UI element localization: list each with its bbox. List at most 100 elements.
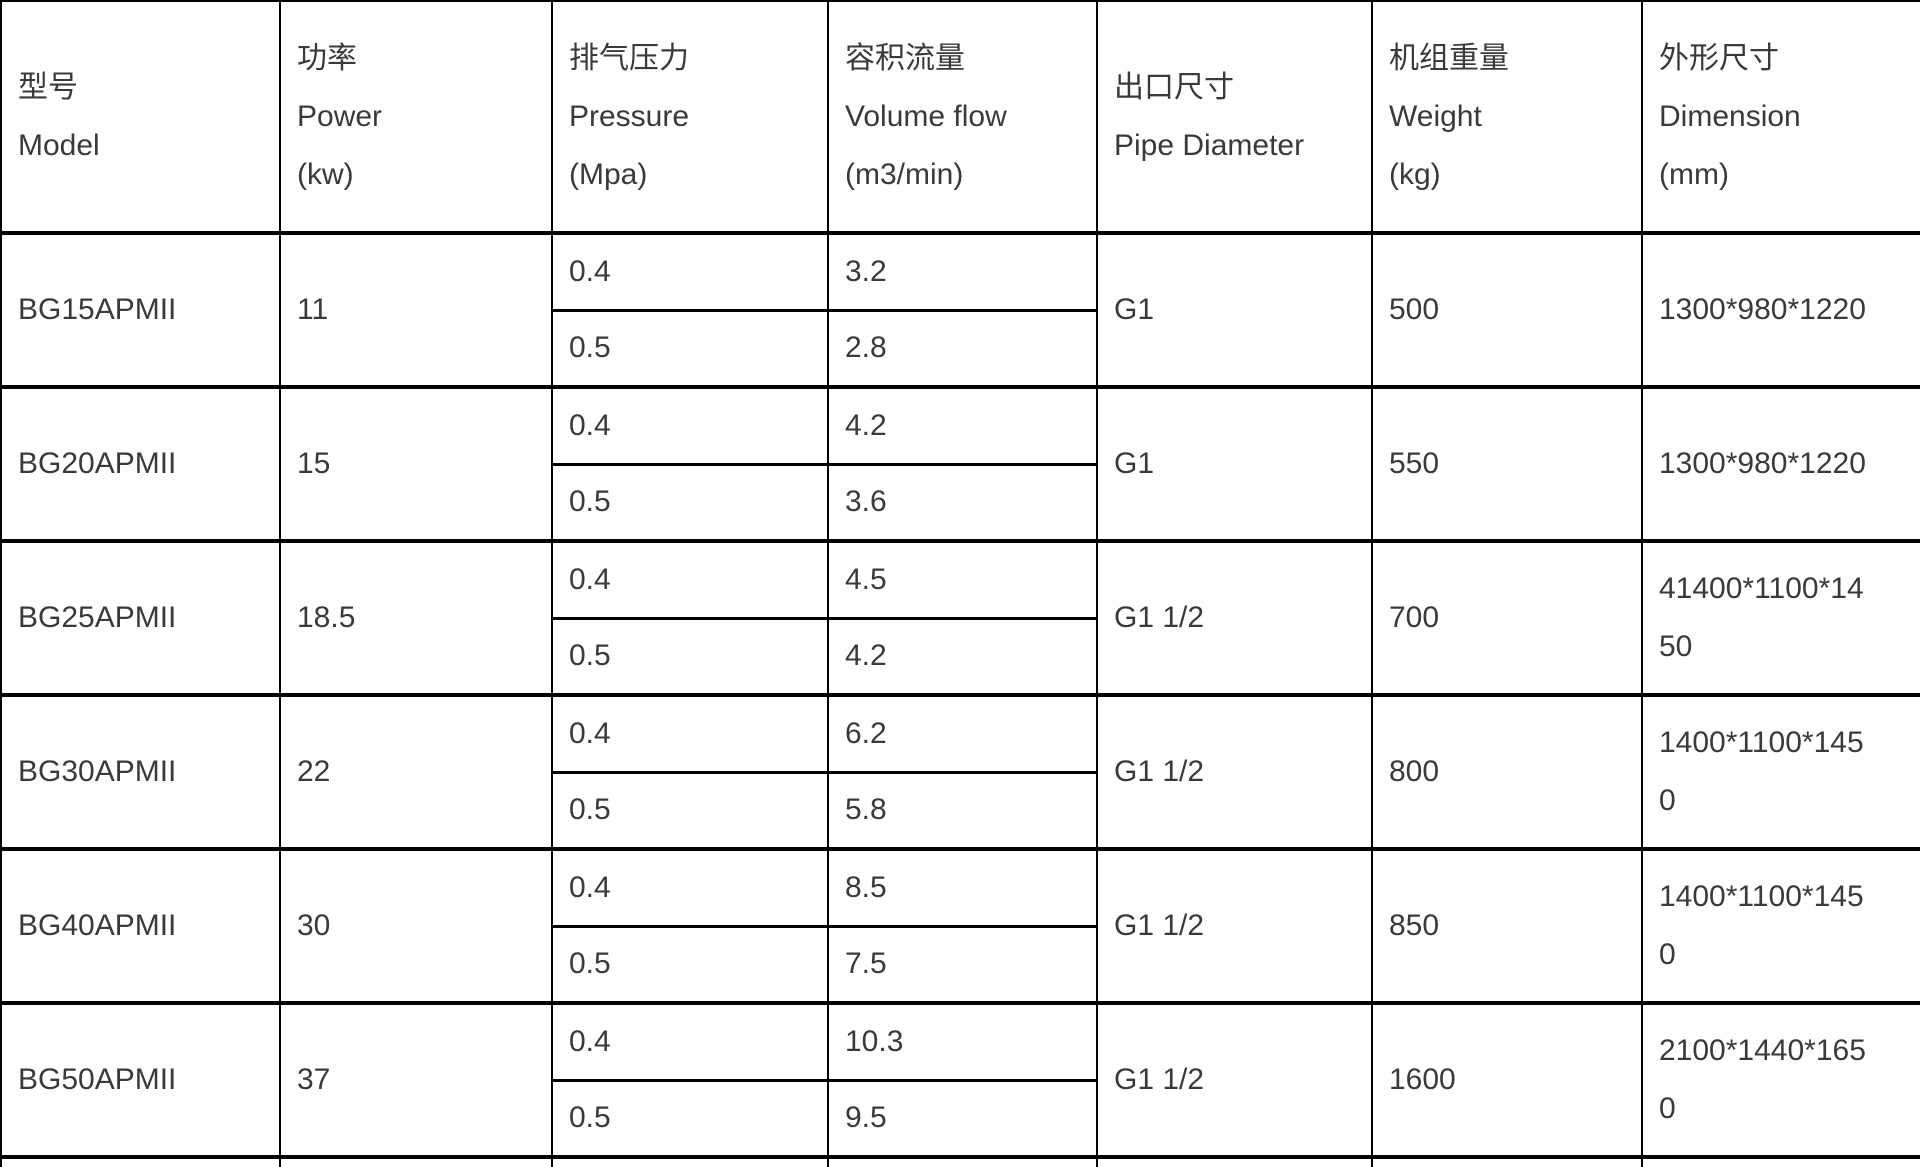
pressure-cell: 0.5 — [551, 1079, 829, 1158]
power-cell: 15 — [279, 385, 553, 542]
pipe-cell: G1 1/2 — [1096, 539, 1373, 696]
cutoff-row — [0, 1155, 1920, 1167]
table-subrow: 0.5 5.8 — [1, 771, 1920, 850]
header-volume-flow-en: Volume flow — [845, 99, 1007, 133]
header-cell-weight: 机组重量 Weight (kg) — [1371, 0, 1643, 235]
header-pressure-unit: (Mpa) — [569, 157, 648, 191]
pressure-cell: 0.4 — [551, 693, 829, 774]
table-subrow: 0.5 3.6 — [1, 463, 1920, 542]
header-power-en: Power — [297, 99, 383, 133]
cutoff-cell — [1096, 1155, 1373, 1167]
flow-cell: 3.6 — [827, 463, 1098, 542]
power-cell: 22 — [279, 693, 553, 850]
table-subrow: 0.5 2.8 — [1, 309, 1920, 388]
flow-cell: 5.8 — [827, 771, 1098, 850]
header-lines: 出口尺寸 Pipe Diameter — [1114, 59, 1370, 175]
model-cell: BG25APMII — [0, 539, 281, 696]
dimension-cell: 2100*1440*1650 — [1641, 1001, 1920, 1158]
header-lines: 外形尺寸 Dimension (mm) — [1659, 30, 1919, 204]
header-model-zh: 型号 — [18, 70, 78, 104]
power-cell: 18.5 — [279, 539, 553, 696]
table-row: BG15APMII 11 0.4 3.2 G1 500 1300*980*1220 — [0, 231, 1920, 388]
pipe-cell: G1 — [1096, 231, 1373, 388]
header-cell-pressure: 排气压力 Pressure (Mpa) — [551, 0, 829, 235]
cutoff-cell — [827, 1155, 1098, 1167]
table-header: 型号 Model 功率 Power (kw) 排气压力 Pressure (Mpa) 容积流量 V… — [0, 0, 1920, 235]
dimension-cell: 1300*980*1220 — [1641, 231, 1920, 388]
pressure-cell: 0.5 — [551, 771, 829, 850]
header-weight-en: Weight — [1389, 99, 1482, 133]
header-power-unit: (kw) — [297, 157, 354, 191]
weight-cell: 800 — [1371, 693, 1643, 850]
pressure-cell: 0.5 — [551, 463, 829, 542]
header-row: 型号 Model 功率 Power (kw) 排气压力 Pressure (Mpa) 容积流量 V… — [0, 0, 1920, 235]
header-cell-volume-flow: 容积流量 Volume flow (m3/min) — [827, 0, 1098, 235]
table-body: BG15APMII 11 0.4 3.2 G1 500 1300*980*1220 0.5 2.… — [0, 231, 1920, 1167]
weight-cell: 850 — [1371, 847, 1643, 1004]
pipe-cell: G1 1/2 — [1096, 1001, 1373, 1158]
table-row: BG25APMII 18.5 0.4 4.5 G1 1/2 700 41400*1100*1… — [0, 539, 1920, 696]
header-volume-flow-zh: 容积流量 — [845, 41, 965, 75]
dimension-cell: 1400*1100*1450 — [1641, 693, 1920, 850]
cutoff-cell — [551, 1155, 829, 1167]
header-weight-zh: 机组重量 — [1389, 41, 1509, 75]
header-model-en: Model — [18, 128, 100, 162]
cutoff-cell — [0, 1155, 281, 1167]
weight-cell: 700 — [1371, 539, 1643, 696]
header-lines: 排气压力 Pressure (Mpa) — [569, 30, 826, 204]
header-cell-model: 型号 Model — [0, 0, 281, 235]
cutoff-cell — [1641, 1155, 1920, 1167]
header-pipe-diameter-zh: 出口尺寸 — [1114, 70, 1234, 104]
pipe-cell: G1 1/2 — [1096, 693, 1373, 850]
pressure-cell: 0.4 — [551, 231, 829, 312]
pressure-cell: 0.4 — [551, 539, 829, 620]
power-cell: 37 — [279, 1001, 553, 1158]
flow-cell: 6.2 — [827, 693, 1098, 774]
power-cell: 30 — [279, 847, 553, 1004]
header-pipe-diameter-en: Pipe Diameter — [1114, 128, 1305, 162]
power-cell: 11 — [279, 231, 553, 388]
flow-cell: 8.5 — [827, 847, 1098, 928]
flow-cell: 9.5 — [827, 1079, 1098, 1158]
model-cell: BG15APMII — [0, 231, 281, 388]
cutoff-cell — [279, 1155, 553, 1167]
table-subrow: 0.5 7.5 — [1, 925, 1920, 1004]
table-row: BG50APMII 37 0.4 10.3 G1 1/2 1600 2100*1440*16… — [0, 1001, 1920, 1158]
header-lines: 机组重量 Weight (kg) — [1389, 30, 1640, 204]
model-cell: BG30APMII — [0, 693, 281, 850]
flow-cell: 7.5 — [827, 925, 1098, 1004]
pipe-cell: G1 — [1096, 385, 1373, 542]
weight-cell: 500 — [1371, 231, 1643, 388]
table-subrow: 0.5 4.2 — [1, 617, 1920, 696]
table-row: BG40APMII 30 0.4 8.5 G1 1/2 850 1400*1100*1450 — [0, 847, 1920, 1004]
weight-cell: 1600 — [1371, 1001, 1643, 1158]
header-lines: 型号 Model — [18, 59, 278, 175]
header-cell-dimension: 外形尺寸 Dimension (mm) — [1641, 0, 1920, 235]
model-cell: BG20APMII — [0, 385, 281, 542]
header-cell-pipe-diameter: 出口尺寸 Pipe Diameter — [1096, 0, 1373, 235]
flow-cell: 2.8 — [827, 309, 1098, 388]
pressure-cell: 0.4 — [551, 385, 829, 466]
pressure-cell: 0.5 — [551, 925, 829, 1004]
table-row: BG30APMII 22 0.4 6.2 G1 1/2 800 1400*1100*1450 — [0, 693, 1920, 850]
flow-cell: 3.2 — [827, 231, 1098, 312]
flow-cell: 4.2 — [827, 617, 1098, 696]
pressure-cell: 0.5 — [551, 309, 829, 388]
header-power-zh: 功率 — [297, 41, 357, 75]
pipe-cell: G1 1/2 — [1096, 847, 1373, 1004]
header-volume-flow-unit: (m3/min) — [845, 157, 964, 191]
header-dimension-zh: 外形尺寸 — [1659, 41, 1779, 75]
dimension-cell: 1400*1100*1450 — [1641, 847, 1920, 1004]
header-cell-power: 功率 Power (kw) — [279, 0, 553, 235]
model-cell: BG50APMII — [0, 1001, 281, 1158]
pressure-cell: 0.5 — [551, 617, 829, 696]
pressure-cell: 0.4 — [551, 847, 829, 928]
header-lines: 功率 Power (kw) — [297, 30, 550, 204]
dimension-cell: 41400*1100*1450 — [1641, 539, 1920, 696]
table-row: BG20APMII 15 0.4 4.2 G1 550 1300*980*1220 — [0, 385, 1920, 542]
header-pressure-en: Pressure — [569, 99, 690, 133]
cutoff-cell — [1371, 1155, 1643, 1167]
flow-cell: 4.2 — [827, 385, 1098, 466]
